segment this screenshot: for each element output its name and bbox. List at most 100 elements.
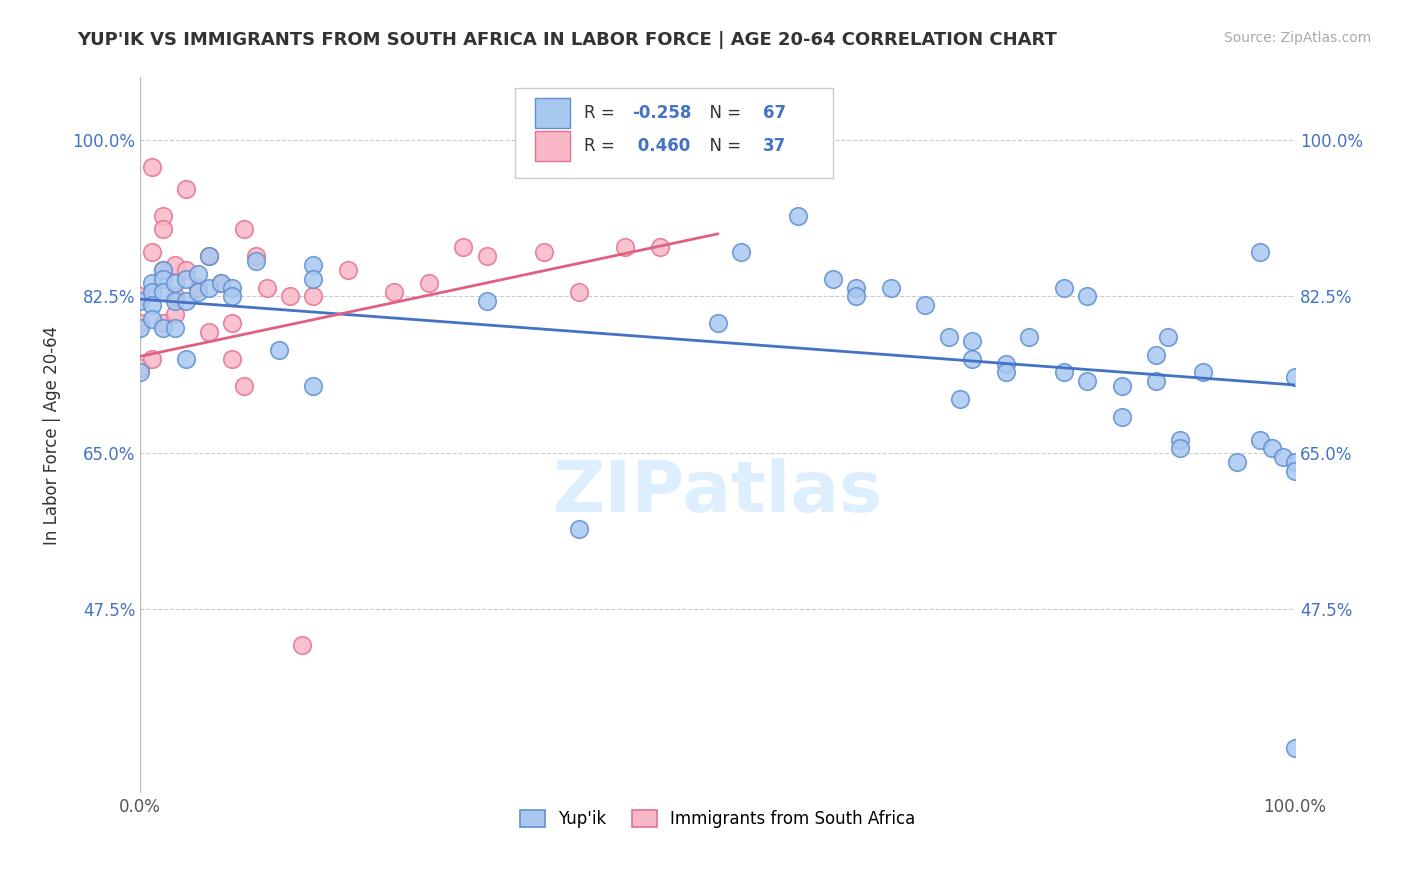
Point bbox=[614, 240, 637, 254]
Point bbox=[141, 160, 163, 174]
Point bbox=[221, 352, 243, 367]
Point bbox=[1284, 370, 1306, 384]
Point bbox=[453, 240, 475, 254]
Point bbox=[382, 285, 405, 299]
Point bbox=[938, 329, 960, 343]
Point bbox=[187, 285, 209, 299]
Point bbox=[648, 240, 671, 254]
Point bbox=[730, 244, 752, 259]
Point bbox=[221, 280, 243, 294]
Point bbox=[141, 352, 163, 367]
Point bbox=[1272, 450, 1295, 465]
Point bbox=[960, 334, 983, 348]
Point bbox=[995, 366, 1018, 380]
Point bbox=[1076, 289, 1098, 303]
Point bbox=[129, 361, 152, 376]
Point bbox=[163, 289, 186, 303]
Point bbox=[845, 280, 868, 294]
Point bbox=[174, 293, 197, 308]
Point bbox=[174, 262, 197, 277]
Point bbox=[233, 379, 256, 393]
Point bbox=[221, 289, 243, 303]
Point bbox=[949, 392, 972, 407]
Point bbox=[302, 289, 325, 303]
Point bbox=[221, 316, 243, 330]
Point bbox=[152, 316, 174, 330]
Text: N =: N = bbox=[699, 137, 747, 155]
FancyBboxPatch shape bbox=[536, 131, 569, 161]
Point bbox=[787, 209, 810, 223]
Point bbox=[568, 522, 591, 536]
Point bbox=[141, 276, 163, 290]
Point bbox=[1261, 442, 1284, 456]
Text: R =: R = bbox=[583, 137, 620, 155]
Point bbox=[278, 289, 301, 303]
Point bbox=[302, 258, 325, 272]
Point bbox=[152, 262, 174, 277]
Point bbox=[245, 249, 267, 263]
Point bbox=[880, 280, 903, 294]
Point bbox=[1144, 348, 1167, 362]
Point bbox=[1144, 375, 1167, 389]
Point bbox=[914, 298, 936, 312]
FancyBboxPatch shape bbox=[516, 88, 832, 178]
Point bbox=[129, 366, 152, 380]
Point bbox=[152, 222, 174, 236]
Point bbox=[152, 285, 174, 299]
Point bbox=[533, 244, 555, 259]
Point bbox=[475, 249, 498, 263]
Point bbox=[141, 311, 163, 326]
Point bbox=[1053, 366, 1076, 380]
Point bbox=[1018, 329, 1040, 343]
Text: 37: 37 bbox=[762, 137, 786, 155]
Text: 67: 67 bbox=[762, 104, 786, 122]
Text: ZIPatlas: ZIPatlas bbox=[553, 458, 883, 527]
Point bbox=[163, 293, 186, 308]
Point bbox=[1284, 464, 1306, 478]
Point bbox=[163, 307, 186, 321]
Point bbox=[163, 320, 186, 334]
Point bbox=[568, 285, 591, 299]
FancyBboxPatch shape bbox=[536, 98, 569, 128]
Point bbox=[1226, 455, 1249, 469]
Point bbox=[187, 280, 209, 294]
Text: R =: R = bbox=[583, 104, 620, 122]
Point bbox=[1284, 741, 1306, 756]
Point bbox=[141, 244, 163, 259]
Point bbox=[1157, 329, 1180, 343]
Point bbox=[1168, 442, 1191, 456]
Point bbox=[1076, 375, 1098, 389]
Point bbox=[1168, 433, 1191, 447]
Point bbox=[163, 276, 186, 290]
Point bbox=[209, 276, 232, 290]
Point bbox=[267, 343, 290, 358]
Legend: Yup'ik, Immigrants from South Africa: Yup'ik, Immigrants from South Africa bbox=[513, 803, 922, 834]
Point bbox=[141, 285, 163, 299]
Text: YUP'IK VS IMMIGRANTS FROM SOUTH AFRICA IN LABOR FORCE | AGE 20-64 CORRELATION CH: YUP'IK VS IMMIGRANTS FROM SOUTH AFRICA I… bbox=[77, 31, 1057, 49]
Point bbox=[152, 262, 174, 277]
Point bbox=[960, 352, 983, 367]
Point bbox=[174, 182, 197, 196]
Point bbox=[418, 276, 440, 290]
Point bbox=[1111, 379, 1133, 393]
Point bbox=[706, 316, 728, 330]
Point bbox=[198, 249, 221, 263]
Point bbox=[198, 249, 221, 263]
Point bbox=[1111, 410, 1133, 425]
Text: Source: ZipAtlas.com: Source: ZipAtlas.com bbox=[1223, 31, 1371, 45]
Point bbox=[174, 352, 197, 367]
Point bbox=[187, 267, 209, 281]
Point bbox=[129, 320, 152, 334]
Point bbox=[475, 293, 498, 308]
Point bbox=[152, 320, 174, 334]
Point bbox=[174, 271, 197, 285]
Point bbox=[198, 280, 221, 294]
Point bbox=[233, 222, 256, 236]
Y-axis label: In Labor Force | Age 20-64: In Labor Force | Age 20-64 bbox=[44, 326, 60, 545]
Point bbox=[302, 379, 325, 393]
Point bbox=[163, 258, 186, 272]
Point bbox=[129, 289, 152, 303]
Point bbox=[129, 293, 152, 308]
Text: N =: N = bbox=[699, 104, 747, 122]
Point bbox=[245, 253, 267, 268]
